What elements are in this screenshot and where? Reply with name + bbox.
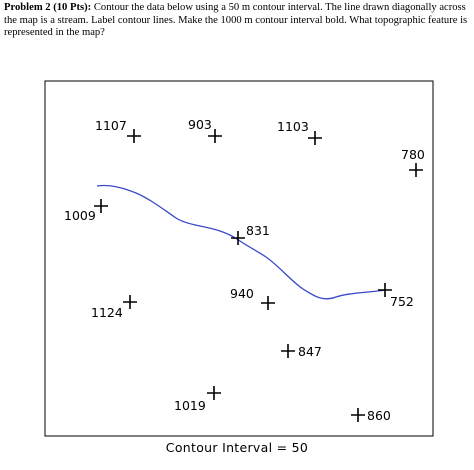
elevation-label: 1107 <box>95 118 127 133</box>
stream-line <box>96 184 387 300</box>
point-marker <box>351 408 365 422</box>
point-marker <box>231 231 245 245</box>
elevation-label: 847 <box>298 344 322 359</box>
elevation-label: 903 <box>188 117 212 132</box>
point-marker <box>208 129 222 143</box>
point-1107: 1107 <box>95 118 141 143</box>
elevation-label: 1009 <box>64 208 96 223</box>
problem-text: Contour the data below using a 50 m cont… <box>4 2 468 39</box>
contour-interval-caption: Contour Interval = 50 <box>165 440 309 455</box>
point-780: 780 <box>401 147 425 177</box>
point-860: 860 <box>351 408 391 423</box>
point-940: 940 <box>230 286 275 310</box>
point-1124: 1124 <box>91 295 137 320</box>
point-847: 847 <box>281 344 322 359</box>
problem-statement: Problem 2 (10 Pts): Contour the data bel… <box>4 2 470 40</box>
elevation-label: 831 <box>246 223 270 238</box>
point-831: 831 <box>231 223 270 245</box>
point-marker <box>123 295 137 309</box>
problem-label: Problem 2 (10 Pts): <box>4 2 92 13</box>
elevation-label: 940 <box>230 286 254 301</box>
point-marker <box>378 283 392 297</box>
elevation-label: 780 <box>401 147 425 162</box>
point-marker <box>308 131 322 145</box>
elevation-label: 752 <box>390 294 414 309</box>
point-1103: 1103 <box>277 119 322 145</box>
point-903: 903 <box>188 117 222 143</box>
point-752: 752 <box>378 283 414 309</box>
point-marker <box>261 296 275 310</box>
point-marker <box>207 386 221 400</box>
elevation-label: 1019 <box>174 398 206 413</box>
elevation-label: 1124 <box>91 305 123 320</box>
point-1019: 1019 <box>174 386 221 413</box>
point-marker <box>281 344 295 358</box>
elevation-label: 860 <box>367 408 391 423</box>
elevation-label: 1103 <box>277 119 309 134</box>
point-marker <box>127 129 141 143</box>
point-marker <box>94 199 108 213</box>
map-frame <box>44 80 434 437</box>
point-1009: 1009 <box>64 199 108 223</box>
point-marker <box>409 163 423 177</box>
